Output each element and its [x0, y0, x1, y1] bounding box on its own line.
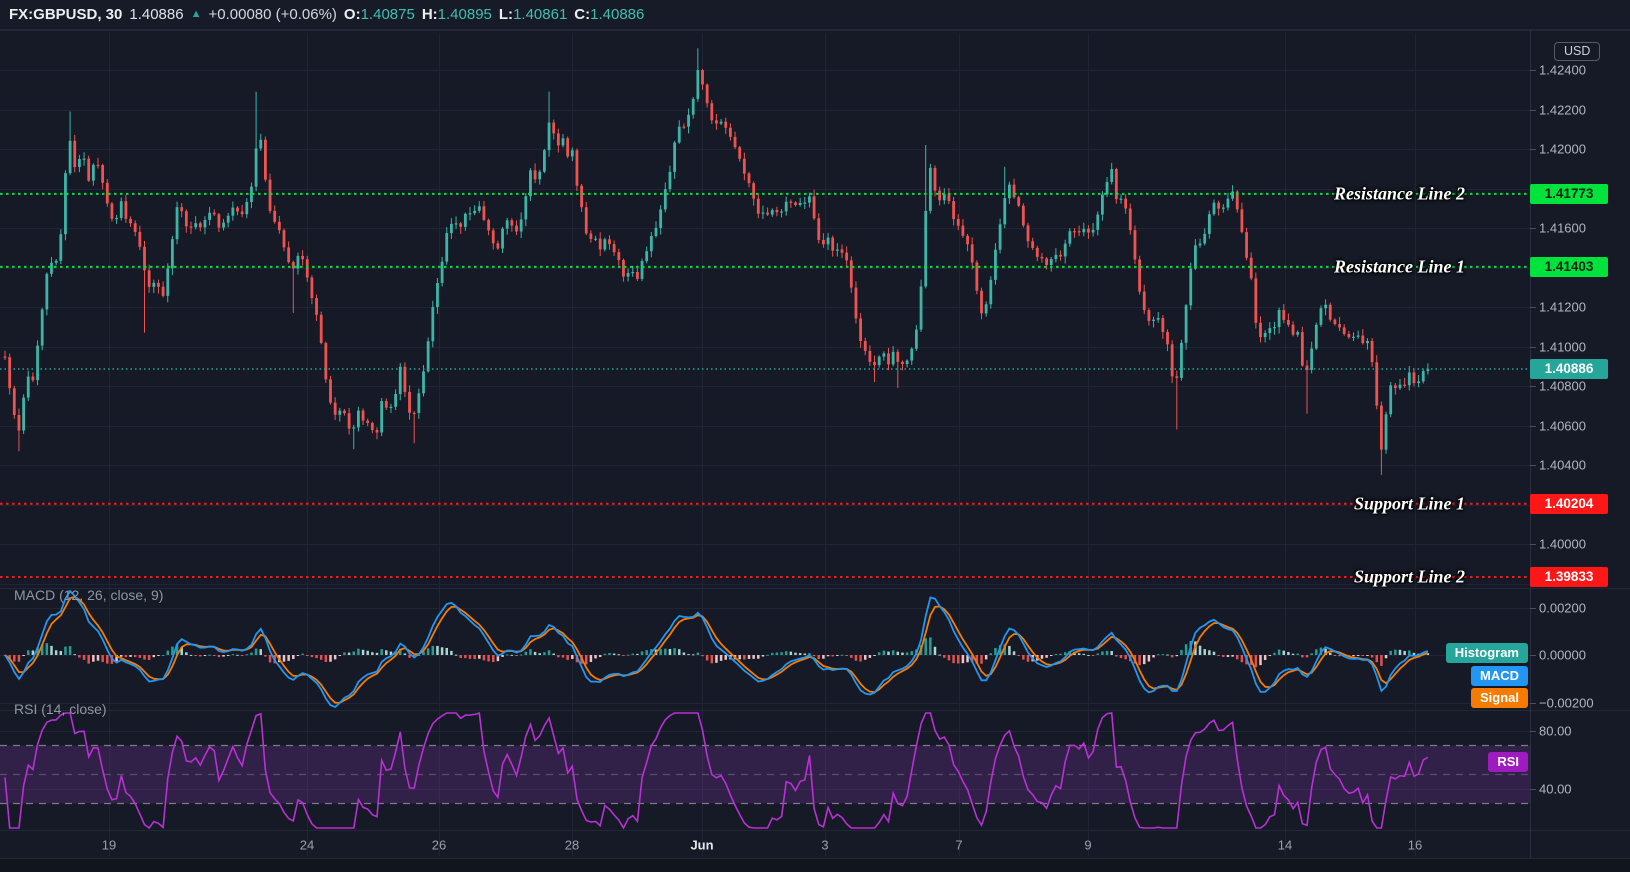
low-value-pair: L: 1.40861: [499, 6, 567, 23]
rsi-line: [4, 712, 1429, 830]
symbol-info-bar: FX:GBPUSD, 30 1.40886 ▲ +0.00080 (+0.06%…: [0, 0, 1630, 30]
open-label: O:: [343, 6, 361, 23]
close-value-pair: C: 1.40886: [574, 6, 644, 23]
axis-ticks: [1530, 70, 1536, 790]
line-label-resistance-1.41773[interactable]: Resistance Line 2: [1334, 183, 1465, 204]
macd-line: [4, 589, 1429, 709]
currency-usd-badge[interactable]: USD: [1554, 42, 1601, 61]
open-value: 1.40875: [360, 6, 415, 23]
price-axis[interactable]: [1530, 33, 1630, 830]
panel-separators: [0, 30, 1630, 858]
price-change-value: +0.00080 (+0.06%): [208, 6, 337, 23]
bottom-toolbar-strip: [0, 858, 1630, 872]
rsi-indicator-title[interactable]: RSI (14, close): [14, 701, 107, 717]
candles-layer: [3, 48, 1430, 475]
high-label: H:: [421, 6, 438, 23]
high-value-pair: H: 1.40895: [422, 6, 492, 23]
line-label-support-1.39833[interactable]: Support Line 2: [1353, 566, 1465, 587]
high-value: 1.40895: [437, 6, 492, 23]
open-value-pair: O: 1.40875: [344, 6, 415, 23]
sr-lines-layer: [0, 192, 1530, 578]
close-value: 1.40886: [590, 6, 645, 23]
time-axis[interactable]: [0, 830, 1530, 858]
symbol-interval-label[interactable]: FX:GBPUSD, 30: [9, 6, 123, 23]
last-price-value: 1.40886: [129, 6, 184, 23]
low-label: L:: [498, 6, 514, 23]
line-label-support-1.40204[interactable]: Support Line 1: [1353, 493, 1465, 514]
close-label: C:: [574, 6, 591, 23]
low-value: 1.40861: [513, 6, 568, 23]
rsi-layer: [0, 712, 1530, 830]
grid-layer: [0, 33, 1530, 856]
line-label-resistance-1.41403[interactable]: Resistance Line 1: [1334, 256, 1465, 277]
macd-indicator-title[interactable]: MACD (12, 26, close, 9): [14, 587, 164, 603]
price-up-triangle-icon: ▲: [190, 7, 202, 20]
macd-layer: [3, 589, 1430, 709]
